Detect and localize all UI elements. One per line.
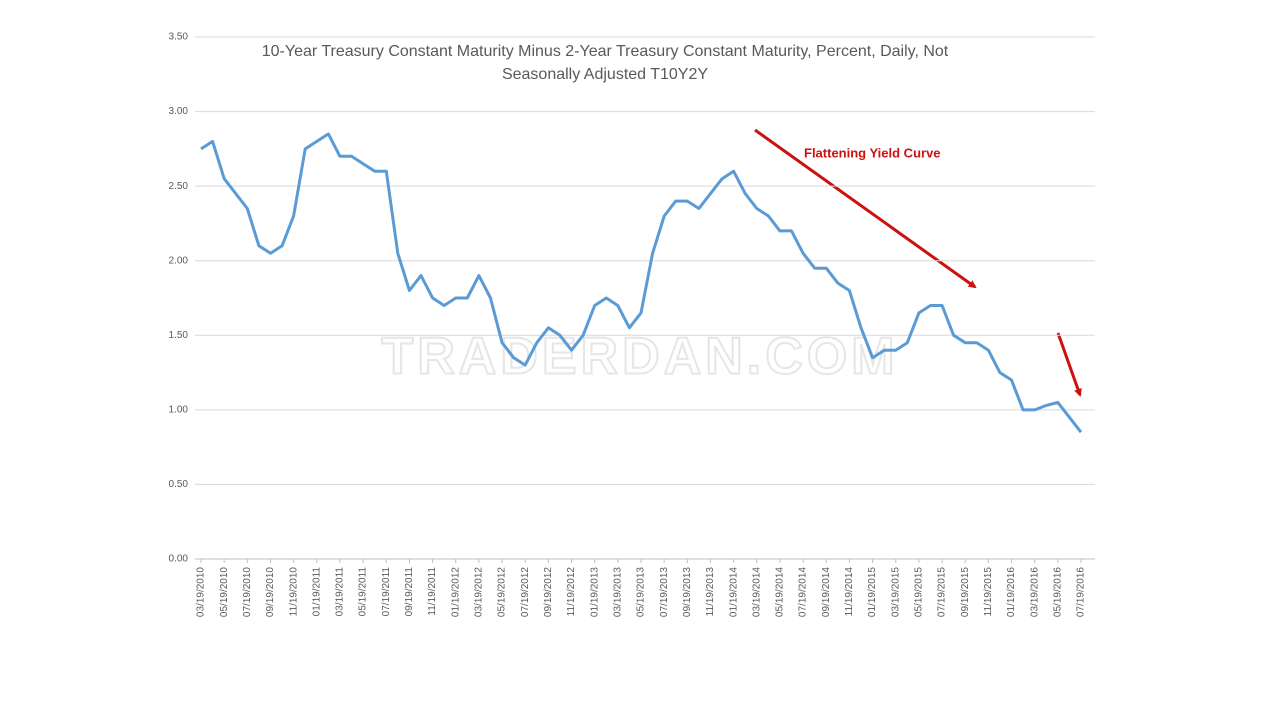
x-tick-label: 05/19/2011: [358, 567, 369, 617]
y-tick-label: 0.50: [169, 479, 189, 490]
y-tick-label: 2.50: [169, 181, 189, 192]
x-tick-label: 09/19/2010: [265, 567, 276, 617]
y-tick-label: 2.00: [169, 255, 189, 266]
x-tick-label: 05/19/2016: [1052, 567, 1063, 617]
y-tick-label: 3.50: [169, 32, 189, 43]
x-tick-label: 03/19/2013: [612, 567, 623, 617]
x-tick-label: 01/19/2015: [867, 567, 878, 617]
y-tick-label: 0.00: [169, 554, 189, 565]
x-tick-label: 07/19/2016: [1076, 567, 1087, 617]
x-tick-label: 05/19/2010: [219, 567, 230, 617]
chart-title: Seasonally Adjusted T10Y2Y: [502, 66, 708, 83]
x-tick-label: 03/19/2010: [196, 567, 207, 617]
x-tick-label: 09/19/2015: [960, 567, 971, 617]
y-tick-label: 1.00: [169, 404, 189, 415]
x-tick-label: 03/19/2014: [751, 567, 762, 617]
x-tick-label: 03/19/2012: [474, 567, 485, 617]
data-line: [200, 132, 1083, 434]
x-tick-label: 11/19/2012: [566, 567, 577, 617]
annotation: Flattening Yield Curve: [804, 145, 941, 160]
arrow: [1056, 332, 1082, 397]
watermark: TRADERDAN.COM: [381, 328, 898, 386]
x-tick-label: 11/19/2011: [427, 567, 438, 616]
x-tick-label: 01/19/2013: [589, 567, 600, 617]
x-tick-label: 03/19/2015: [890, 567, 901, 617]
x-tick-label: 09/19/2013: [682, 567, 693, 617]
x-tick-label: 05/19/2014: [775, 567, 786, 617]
x-tick-label: 11/19/2013: [705, 567, 716, 617]
x-tick-label: 11/19/2010: [288, 567, 299, 617]
x-tick-label: 07/19/2014: [798, 567, 809, 617]
x-tick-label: 07/19/2010: [242, 567, 253, 617]
y-tick-label: 3.00: [169, 106, 189, 117]
x-tick-label: 09/19/2012: [543, 567, 554, 617]
x-tick-label: 01/19/2014: [728, 567, 739, 617]
x-tick-label: 11/19/2015: [983, 567, 994, 617]
x-tick-label: 05/19/2015: [914, 567, 925, 617]
x-tick-label: 07/19/2015: [937, 567, 948, 617]
x-tick-label: 07/19/2013: [659, 567, 670, 617]
x-tick-label: 03/19/2011: [335, 567, 346, 617]
x-tick-label: 05/19/2013: [636, 567, 647, 617]
x-tick-label: 07/19/2012: [520, 567, 531, 617]
x-tick-label: 01/19/2011: [311, 567, 322, 617]
x-tick-label: 03/19/2016: [1029, 567, 1040, 617]
x-tick-label: 07/19/2011: [381, 567, 392, 617]
x-tick-label: 01/19/2012: [450, 567, 461, 617]
x-tick-label: 09/19/2011: [404, 567, 415, 617]
x-tick-label: 05/19/2012: [497, 567, 508, 617]
chart-title: 10-Year Treasury Constant Maturity Minus…: [262, 43, 949, 60]
x-tick-label: 01/19/2016: [1006, 567, 1017, 617]
x-tick-label: 09/19/2014: [821, 567, 832, 617]
x-tick-label: 11/19/2014: [844, 567, 855, 617]
y-tick-label: 1.50: [169, 330, 189, 341]
